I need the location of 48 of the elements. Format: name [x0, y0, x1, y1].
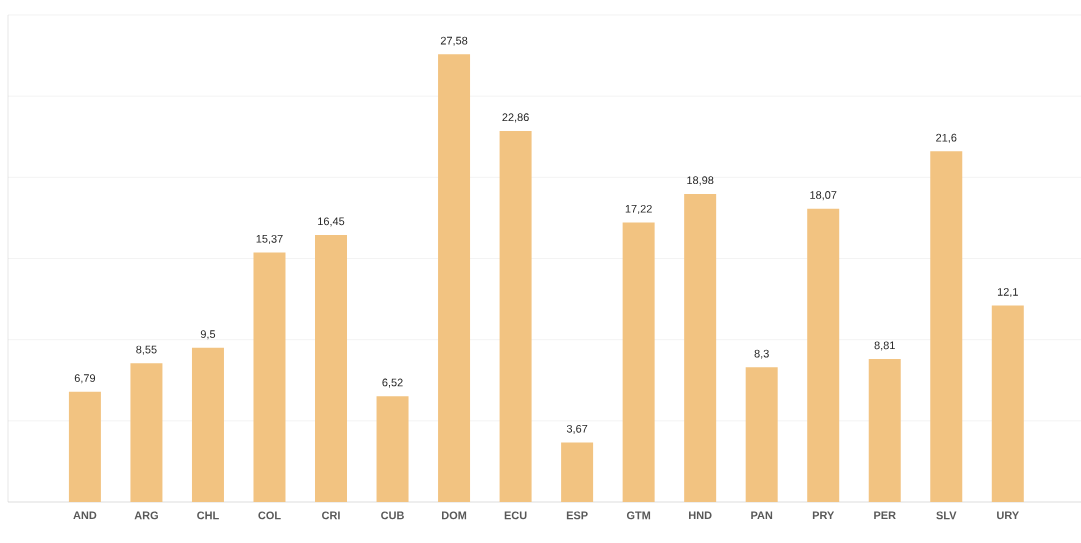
data-label: 12,1: [997, 288, 1018, 298]
data-label: 16,45: [318, 217, 345, 227]
x-tick-label: ESP: [566, 511, 588, 520]
x-tick-label: CUB: [381, 511, 404, 520]
bar: [930, 151, 963, 502]
bar: [991, 305, 1024, 502]
data-label: 9,5: [200, 330, 216, 340]
bar: [253, 252, 286, 502]
data-label: 15,37: [256, 234, 283, 244]
x-tick-label: PAN: [751, 511, 773, 520]
x-tick-label: PER: [874, 511, 896, 520]
data-label: 6,52: [382, 378, 403, 388]
bar: [745, 367, 778, 502]
bar: [561, 442, 594, 502]
data-label: 18,07: [810, 191, 837, 201]
bar: [499, 130, 532, 502]
data-label: 6,79: [74, 374, 96, 384]
bar: [376, 396, 409, 502]
data-label: 27,58: [440, 36, 468, 46]
x-tick-label: URY: [997, 511, 1019, 520]
x-tick-label: COL: [258, 511, 281, 520]
bar: [130, 363, 163, 502]
bar: [684, 193, 717, 502]
data-label: 8,3: [754, 349, 769, 359]
x-tick-label: ARG: [134, 511, 158, 520]
data-label: 3,67: [566, 424, 588, 434]
x-tick-label: HND: [689, 511, 712, 520]
x-tick-label: PRY: [812, 511, 835, 520]
x-tick-label: DOM: [442, 511, 467, 520]
data-label: 22,86: [502, 113, 529, 123]
data-label: 8,55: [136, 345, 157, 355]
data-label: 18,98: [687, 176, 714, 186]
x-tick-label: SLV: [936, 511, 957, 520]
bar: [438, 54, 471, 502]
x-tick-label: CRI: [322, 511, 340, 520]
x-tick-label: ECU: [504, 511, 527, 520]
bar: [191, 347, 224, 502]
x-tick-label: CHL: [197, 511, 219, 520]
bar: [807, 208, 840, 502]
bar: [315, 234, 348, 502]
bar: [868, 358, 901, 502]
data-label: 21,6: [936, 133, 957, 143]
bar: [622, 222, 655, 502]
data-label: 8,81: [874, 341, 895, 351]
bar: [68, 391, 101, 502]
x-tick-label: AND: [73, 511, 97, 520]
x-tick-label: GTM: [626, 511, 651, 520]
data-label: 17,22: [625, 204, 652, 214]
